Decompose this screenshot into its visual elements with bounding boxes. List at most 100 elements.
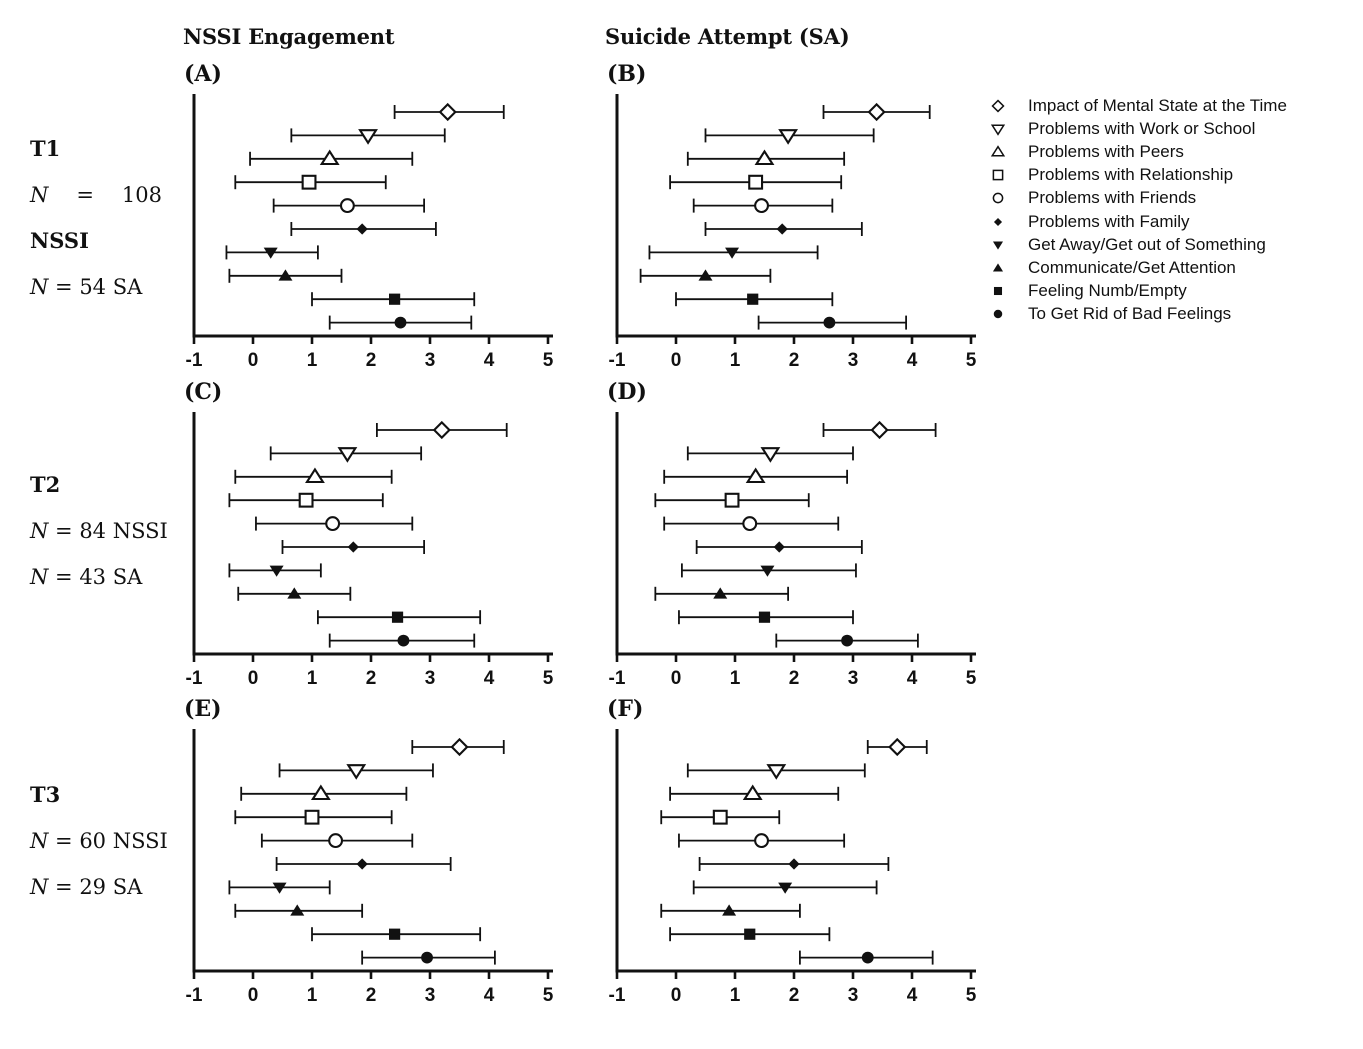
estimate-row (663, 467, 849, 484)
x-tick-label: 5 (543, 350, 554, 371)
estimate-row (255, 516, 414, 532)
filled-triangle-up-icon (722, 904, 737, 916)
filled-triangle-down-icon (778, 882, 793, 894)
x-tick-label: 4 (907, 350, 918, 371)
open-triangle-up-icon (742, 784, 763, 801)
estimate-row (692, 198, 834, 214)
filled-circle-icon (397, 634, 410, 647)
legend-marker (988, 304, 1012, 324)
open-circle-icon (754, 833, 770, 849)
x-tick-label: 3 (425, 668, 436, 689)
open-triangle-down-icon (760, 447, 781, 463)
legend-label: Feeling Numb/Empty (1028, 281, 1187, 301)
filled-triangle-down-icon (263, 247, 278, 259)
x-tick-label: 1 (307, 668, 318, 689)
estimate-row (269, 446, 423, 463)
estimate-row (822, 420, 937, 440)
filled-diamond-icon (356, 858, 368, 870)
x-tick-label: 1 (730, 668, 741, 689)
estimate-row (654, 492, 810, 508)
estimate-row (686, 763, 866, 780)
x-tick-label: -1 (609, 350, 626, 371)
estimate-row (654, 586, 790, 601)
x-tick-label: 1 (730, 985, 741, 1006)
legend-marker (988, 281, 1012, 301)
x-tick-label: 1 (307, 350, 318, 371)
open-square-icon (748, 174, 764, 190)
estimate-row (228, 268, 343, 283)
open-triangle-up-icon (745, 467, 766, 484)
estimate-row (328, 315, 473, 330)
open-diamond-icon (888, 737, 907, 757)
open-circle-icon (754, 198, 770, 214)
x-tick-label: -1 (609, 668, 626, 689)
open-circle-icon (339, 198, 355, 214)
filled-circle-icon (394, 316, 407, 329)
column-header-nssi-engagement: NSSI Engagement (183, 24, 395, 49)
estimate-row (234, 809, 393, 825)
filled-diamond-icon (773, 541, 785, 553)
open-triangle-down-icon (778, 129, 799, 145)
x-tick-label: 4 (484, 985, 495, 1006)
x-tick-label: 3 (425, 985, 436, 1006)
filled-diamond-icon (776, 223, 788, 235)
x-tick-label: 2 (366, 350, 377, 371)
filled-circle-icon (823, 316, 836, 329)
legend-label: To Get Rid of Bad Feelings (1028, 304, 1232, 324)
legend-label: Impact of Mental State at the Time (1028, 95, 1287, 115)
estimate-row (393, 102, 505, 122)
filled-square-icon (389, 293, 401, 305)
estimate-row (660, 809, 781, 825)
legend-item: Impact of Mental State at the Time (988, 94, 1287, 117)
estimate-row (669, 784, 840, 801)
x-tick-label: 0 (671, 350, 682, 371)
legend-item: Problems with Peers (988, 140, 1287, 163)
estimate-row (328, 633, 476, 648)
filled-triangle-up-icon (278, 269, 293, 281)
x-tick-label: 1 (730, 350, 741, 371)
column-header-suicide-attempt: Suicide Attempt (SA) (605, 24, 850, 49)
filled-diamond-icon (788, 858, 800, 870)
estimate-row (692, 880, 878, 895)
legend-marker (988, 142, 1012, 162)
panel-C-chart: -1 0 1 2 3 4 5 (186, 412, 554, 689)
filled-square-icon (389, 928, 401, 940)
filled-triangle-down-icon (725, 247, 740, 259)
filled-triangle-down-icon (272, 882, 287, 894)
open-triangle-up-icon (310, 784, 331, 801)
panel-label: (B) (607, 61, 647, 87)
x-tick-label: -1 (186, 350, 203, 371)
row-label-T2: T2 N = 84 NSSI N = 43 SA (30, 462, 168, 600)
row-label-line: N = 60 NSSI (30, 829, 168, 853)
panel-C: (C) -1 0 1 2 3 4 5 (182, 378, 582, 696)
estimate-row (704, 128, 875, 145)
filled-triangle-up-icon (992, 263, 1004, 272)
open-triangle-down-icon (337, 447, 358, 463)
estimate-row (260, 833, 414, 849)
open-diamond-icon (438, 102, 457, 122)
estimate-row (411, 737, 505, 757)
legend-item: Communicate/Get Attention (988, 256, 1287, 279)
legend-marker (988, 119, 1012, 139)
x-tick-label: -1 (609, 985, 626, 1006)
estimate-row (866, 737, 928, 757)
row-label-T3: T3 N = 60 NSSI N = 29 SA (30, 772, 168, 910)
open-circle-icon (328, 833, 344, 849)
x-tick-label: 0 (248, 350, 259, 371)
x-tick-label: -1 (186, 668, 203, 689)
estimate-row (639, 268, 772, 283)
x-tick-label: 3 (848, 350, 859, 371)
row-label-line: NSSI (30, 228, 89, 253)
estimate-row (272, 198, 426, 214)
open-diamond-icon (432, 420, 451, 440)
row-label-line: T1 (30, 136, 61, 161)
legend-label: Problems with Work or School (1028, 118, 1256, 138)
filled-triangle-up-icon (290, 904, 305, 916)
filled-triangle-down-icon (269, 565, 284, 577)
x-tick-label: 4 (907, 668, 918, 689)
filled-square-icon (747, 293, 759, 305)
panel-A-chart: -1 0 1 2 3 4 5 (186, 94, 554, 371)
row-label-line: N = 54 SA (30, 275, 143, 299)
legend-item: Problems with Work or School (988, 117, 1287, 140)
panel-label: (A) (184, 61, 222, 87)
